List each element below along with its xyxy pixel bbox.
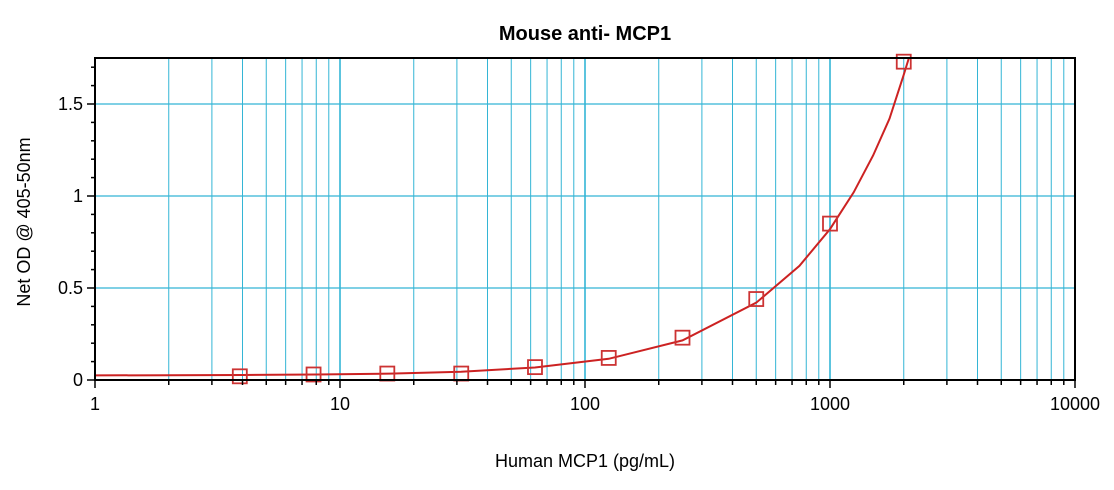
y-tick-label: 1.5 — [58, 94, 83, 114]
data-point-marker — [453, 365, 470, 382]
data-point-marker — [305, 366, 322, 383]
y-tick-label: 0.5 — [58, 278, 83, 298]
marker-layer — [231, 53, 912, 385]
tick-layer: 1 10 100 1000 10000 0 0.5 1 1.5 — [58, 66, 1100, 414]
chart-title: Mouse anti- MCP1 — [499, 23, 671, 45]
data-point-marker — [748, 291, 765, 307]
grid-layer — [95, 58, 1075, 380]
data-point-marker — [527, 359, 543, 376]
data-point-marker — [822, 215, 838, 232]
fit-curve-layer — [94, 57, 910, 377]
x-axis-label: Human MCP1 (pg/mL) — [495, 451, 675, 471]
data-point-marker — [600, 350, 617, 366]
x-tick-label: 1 — [90, 394, 100, 414]
y-axis-label: Net OD @ 405-50nm — [14, 137, 34, 306]
x-tick-label: 100 — [570, 394, 600, 414]
x-tick-label: 10000 — [1050, 394, 1100, 414]
data-point-marker — [895, 53, 912, 70]
y-tick-label: 0 — [73, 370, 83, 390]
y-tick-label: 1 — [73, 186, 83, 206]
fit-curve-line — [94, 57, 910, 377]
data-point-marker — [674, 329, 691, 346]
x-tick-label: 10 — [330, 394, 350, 414]
x-tick-label: 1000 — [810, 394, 850, 414]
data-point-marker — [231, 368, 248, 385]
